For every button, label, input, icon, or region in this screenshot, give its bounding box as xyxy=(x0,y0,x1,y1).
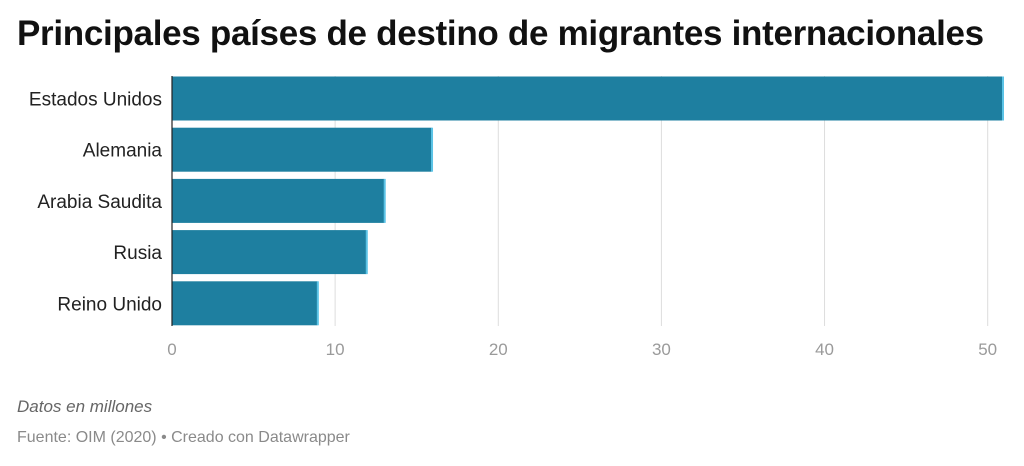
x-tick-label: 10 xyxy=(326,340,345,359)
chart-source: Fuente: OIM (2020) • Creado con Datawrap… xyxy=(17,429,350,446)
bar-edge xyxy=(316,281,319,326)
chart-note: Datos en millones xyxy=(17,397,153,416)
x-tick-label: 30 xyxy=(652,340,671,359)
bar-edge xyxy=(1002,76,1004,121)
x-axis-ticks: 0 10 20 30 40 50 xyxy=(167,340,997,359)
category-label: Alemania xyxy=(83,141,163,162)
x-tick-label: 50 xyxy=(978,340,997,359)
bars xyxy=(172,76,1004,326)
category-label: Arabia Saudita xyxy=(37,192,162,213)
category-label: Rusia xyxy=(113,243,162,264)
category-label: Estados Unidos xyxy=(29,90,162,111)
category-label: Reino Unido xyxy=(57,294,162,315)
bar xyxy=(172,76,1003,121)
bar-edge xyxy=(383,178,386,223)
x-tick-label: 20 xyxy=(489,340,508,359)
bar-edge xyxy=(431,127,434,172)
x-tick-label: 40 xyxy=(815,340,834,359)
bar xyxy=(172,230,367,275)
bar-edge xyxy=(365,230,368,275)
x-tick-label: 0 xyxy=(167,340,176,359)
bar xyxy=(172,178,385,223)
category-labels: Estados Unidos Alemania Arabia Saudita Rusi… xyxy=(29,90,163,316)
bar xyxy=(172,281,318,326)
chart-title: Principales países de destino de migrant… xyxy=(17,14,984,53)
bar xyxy=(172,127,432,172)
